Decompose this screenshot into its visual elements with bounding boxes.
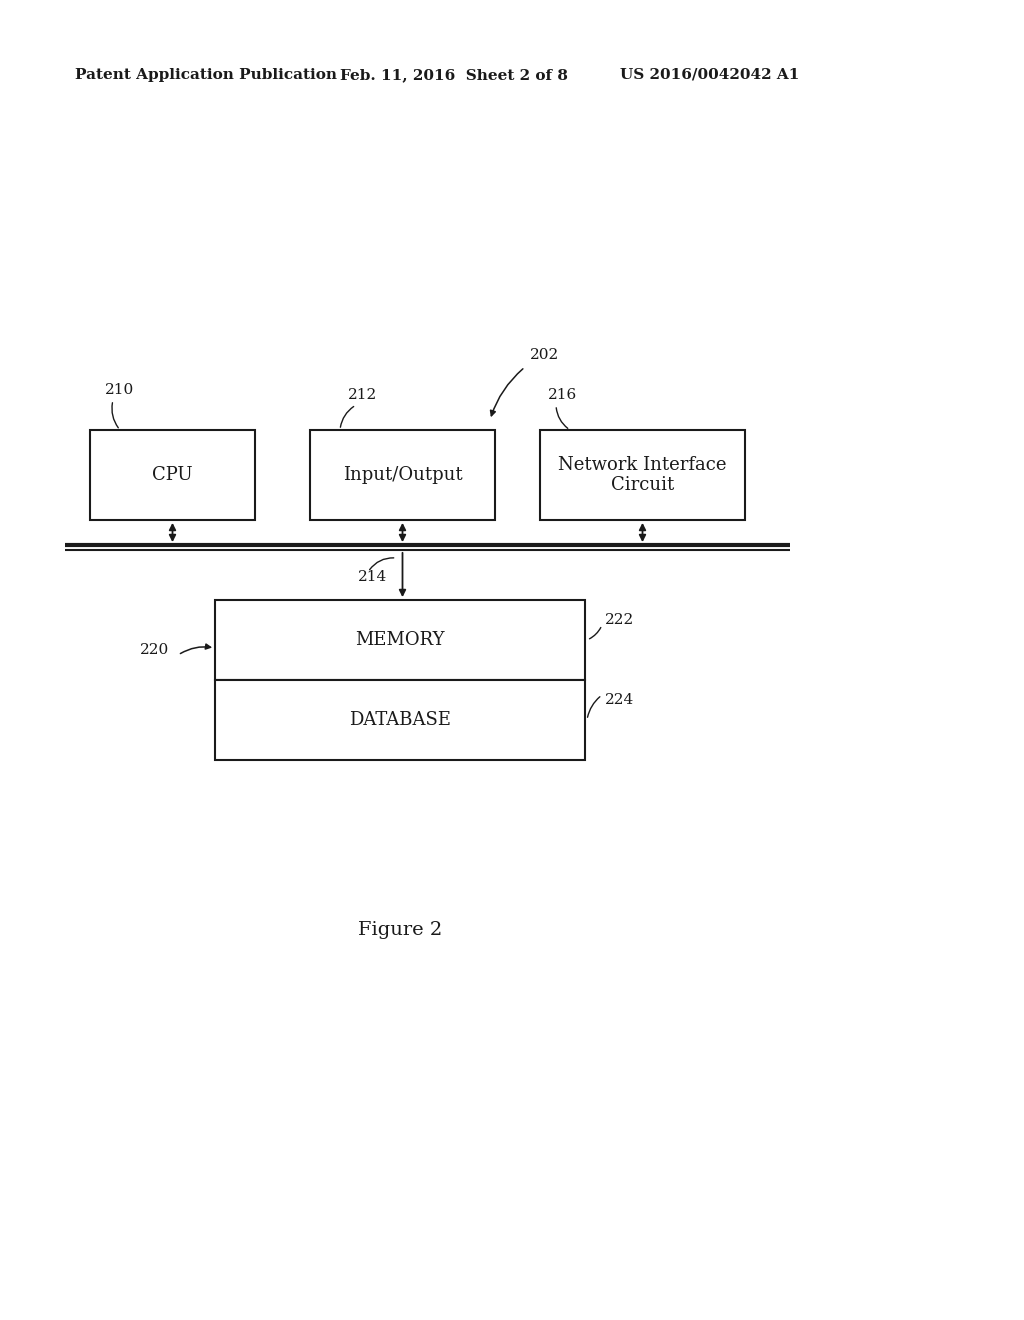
- Text: Patent Application Publication: Patent Application Publication: [75, 69, 337, 82]
- Bar: [540, 430, 745, 520]
- Text: 216: 216: [548, 388, 578, 403]
- Text: Network Interface
Circuit: Network Interface Circuit: [558, 455, 727, 495]
- Text: Figure 2: Figure 2: [357, 921, 442, 939]
- Text: 224: 224: [605, 693, 634, 708]
- Bar: [310, 430, 495, 520]
- Bar: [215, 601, 585, 680]
- Text: Feb. 11, 2016  Sheet 2 of 8: Feb. 11, 2016 Sheet 2 of 8: [340, 69, 568, 82]
- Bar: [90, 430, 255, 520]
- Text: DATABASE: DATABASE: [349, 711, 451, 729]
- Text: CPU: CPU: [153, 466, 193, 484]
- Text: 210: 210: [105, 383, 134, 397]
- Text: 202: 202: [530, 348, 559, 362]
- Text: 220: 220: [140, 643, 169, 657]
- Text: Input/Output: Input/Output: [343, 466, 462, 484]
- Text: MEMORY: MEMORY: [355, 631, 444, 649]
- Bar: [215, 680, 585, 760]
- Text: 214: 214: [358, 570, 387, 583]
- Text: US 2016/0042042 A1: US 2016/0042042 A1: [620, 69, 800, 82]
- Text: 212: 212: [348, 388, 377, 403]
- Text: 222: 222: [605, 612, 634, 627]
